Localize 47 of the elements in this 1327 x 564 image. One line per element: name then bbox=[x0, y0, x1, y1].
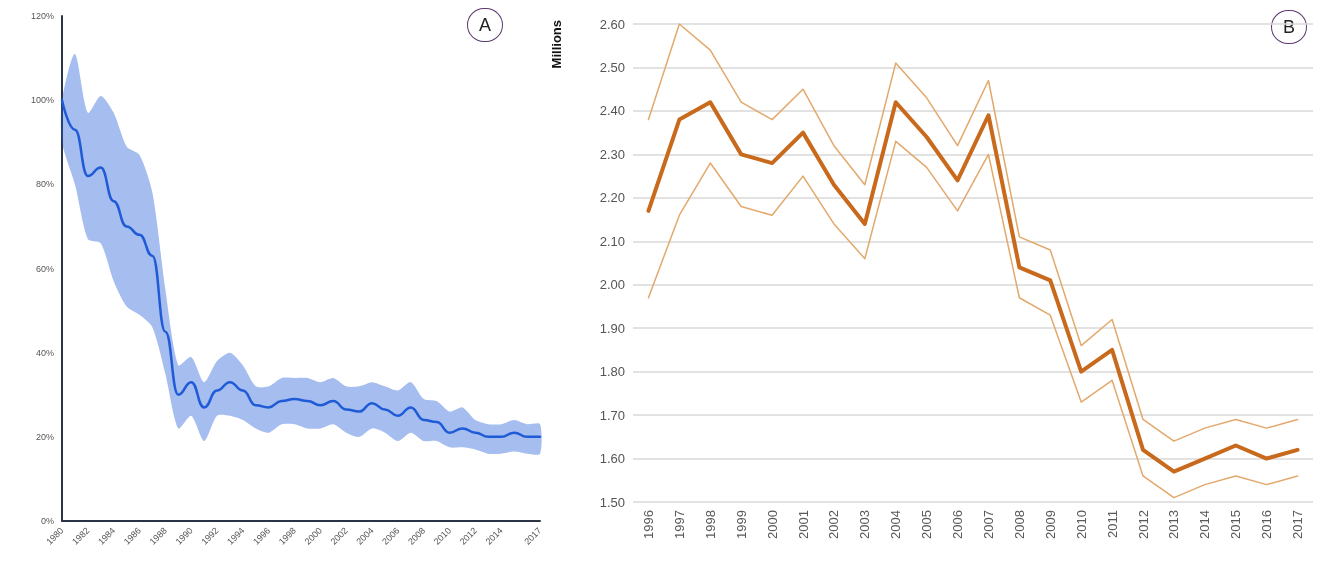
x-tick-label: 2011 bbox=[1104, 510, 1120, 538]
x-tick-label: 2013 bbox=[1166, 510, 1182, 539]
y-tick-label: 0% bbox=[40, 516, 54, 526]
x-tick-label: 2007 bbox=[980, 510, 996, 539]
line-series bbox=[646, 100, 1300, 474]
y-tick-label: 2.20 bbox=[599, 190, 625, 206]
x-tick-label: 2015 bbox=[1228, 510, 1244, 539]
annotation: A bbox=[478, 15, 492, 35]
y-tick-label: 2.50 bbox=[599, 59, 625, 75]
y-tick-label: 60% bbox=[35, 263, 54, 274]
y-tick-label: 1.80 bbox=[599, 364, 625, 380]
x-tick-label: 2006 bbox=[950, 510, 966, 539]
y-tick-label: 2.40 bbox=[599, 103, 625, 119]
x-tick-label: 2017 bbox=[1290, 510, 1306, 539]
x-tick-label: 1998 bbox=[702, 510, 718, 539]
y-tick-label: 1.90 bbox=[599, 320, 625, 336]
x-tick-label: 2009 bbox=[1042, 510, 1058, 539]
x-tick-label: 2000 bbox=[764, 510, 780, 539]
y-tick-label: 2.10 bbox=[599, 233, 625, 249]
y-tick-label: 2.30 bbox=[599, 146, 625, 162]
y-tick-label: 120% bbox=[30, 11, 54, 21]
y-tick-label: 1.60 bbox=[599, 451, 625, 467]
x-tick-label: 1996 bbox=[640, 510, 656, 539]
y-tick-label: 2.00 bbox=[599, 277, 625, 293]
x-tick-label: 2005 bbox=[919, 510, 935, 539]
x-tick-label: 2002 bbox=[826, 510, 842, 539]
line-series bbox=[60, 98, 542, 439]
x-tick-label: 1999 bbox=[733, 510, 749, 539]
x-tick-label: 2004 bbox=[888, 510, 904, 539]
x-tick-label: 1997 bbox=[671, 510, 687, 539]
x-tick-label: 2012 bbox=[1135, 510, 1151, 539]
y-tick-label: 1.70 bbox=[599, 407, 625, 423]
x-tick-label: 2008 bbox=[1011, 510, 1027, 539]
line-series bbox=[647, 140, 1299, 499]
x-tick-label: 2010 bbox=[1073, 510, 1089, 539]
x-tick-label: 2003 bbox=[857, 510, 873, 539]
y-tick-label: 1.50 bbox=[599, 494, 625, 510]
y-tick-label: 2.60 bbox=[599, 16, 625, 32]
y-axis-title: Millions bbox=[549, 20, 564, 69]
x-tick-label: 2001 bbox=[795, 510, 811, 539]
y-tick-label: 80% bbox=[35, 179, 54, 190]
x-tick-label: 2014 bbox=[1197, 510, 1213, 539]
x-tick-label: 2016 bbox=[1259, 510, 1275, 539]
y-tick-label: 20% bbox=[35, 431, 54, 442]
annotation: B bbox=[1282, 17, 1296, 37]
y-tick-label: 100% bbox=[30, 95, 54, 106]
y-tick-label: 40% bbox=[35, 347, 54, 358]
